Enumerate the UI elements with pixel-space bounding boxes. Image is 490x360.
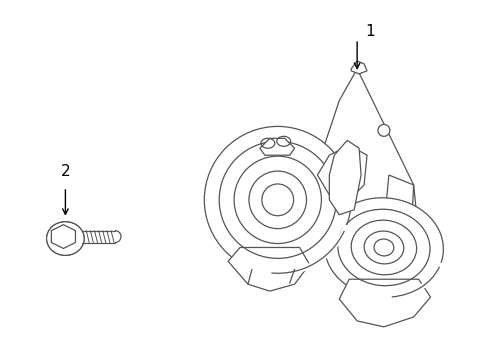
Text: 2: 2: [61, 164, 70, 179]
Polygon shape: [310, 69, 416, 255]
Polygon shape: [228, 247, 310, 291]
Polygon shape: [51, 225, 75, 248]
Ellipse shape: [324, 198, 443, 297]
Polygon shape: [318, 145, 367, 200]
Ellipse shape: [204, 126, 351, 273]
Text: 1: 1: [365, 24, 375, 39]
Ellipse shape: [47, 222, 84, 255]
Polygon shape: [260, 138, 294, 155]
Polygon shape: [339, 279, 431, 327]
Ellipse shape: [378, 125, 390, 136]
Polygon shape: [384, 175, 414, 239]
Polygon shape: [351, 61, 367, 74]
Polygon shape: [329, 140, 361, 215]
